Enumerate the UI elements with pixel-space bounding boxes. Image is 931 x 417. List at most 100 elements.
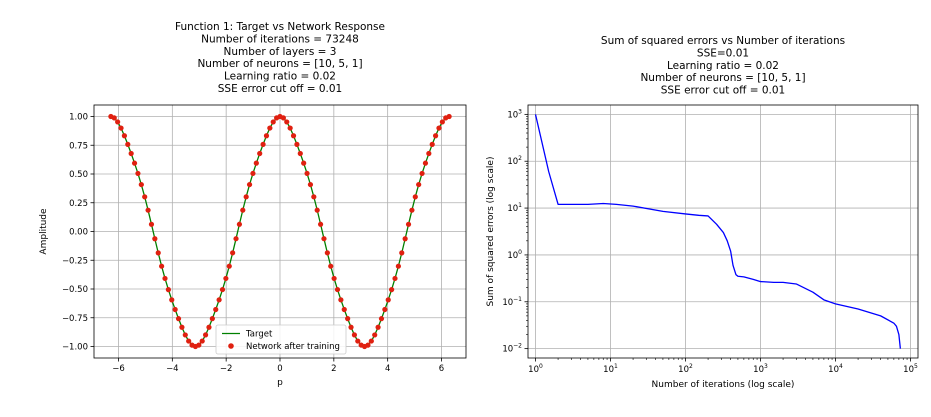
network-point <box>304 170 310 177</box>
chart1-title-line: Learning ratio = 0.02 <box>224 71 336 83</box>
network-point <box>148 221 155 227</box>
network-point <box>250 170 256 177</box>
chart2-y-tick-label: 101 <box>507 202 522 214</box>
network-point <box>416 181 422 188</box>
chart2-ticks: 100 101 102 103 104 105 10−2 10−1 100 101 102 103 <box>502 108 918 375</box>
network-point <box>236 221 243 227</box>
chart2-title-line: SSE=0.01 <box>697 47 749 59</box>
network-point <box>294 141 300 147</box>
chart1-title-line: Number of neurons = [10, 5, 1] <box>197 58 362 70</box>
network-point <box>162 275 168 282</box>
legend-box <box>215 324 347 355</box>
network-point <box>392 275 398 282</box>
network-point <box>267 125 273 131</box>
network-point <box>175 316 182 322</box>
chart2-title-line: Learning ratio = 0.02 <box>667 60 779 72</box>
chart1-x-tick-label: 0 <box>277 364 282 374</box>
network-point <box>365 342 371 348</box>
network-point <box>368 338 374 344</box>
network-point <box>213 306 219 313</box>
chart1-x-tick-label: −4 <box>166 364 179 374</box>
chart2-y-tick-label: 102 <box>507 155 522 167</box>
network-point <box>226 263 232 269</box>
network-point <box>426 150 432 157</box>
network-point <box>311 194 317 200</box>
chart2-x-tick-label: 105 <box>903 363 918 375</box>
chart1-y-tick-label: 0.25 <box>69 199 88 209</box>
chart2-x-tick-label: 103 <box>753 363 768 375</box>
chart1-x-tick-label: −6 <box>112 364 125 374</box>
chart1-x-tick-label: 4 <box>385 364 390 374</box>
chart1-title-line: Function 1: Target vs Network Response <box>175 21 385 33</box>
chart2-x-tick-label: 102 <box>678 363 693 375</box>
chart2-ylabel: Sum of squared errors (log scale) <box>486 157 496 307</box>
network-point <box>155 250 161 256</box>
network-point <box>246 181 253 188</box>
network-point <box>355 338 361 344</box>
network-point <box>402 236 408 242</box>
chart1-x-tick-label: 6 <box>439 364 444 374</box>
network-point <box>378 316 385 322</box>
network-point <box>257 150 263 157</box>
network-point <box>338 297 344 303</box>
chart1-xlabel: p <box>277 378 283 388</box>
network-point <box>345 316 351 322</box>
chart1-x-tick-label: 2 <box>331 364 336 374</box>
network-point <box>186 338 192 344</box>
network-point <box>395 263 401 269</box>
network-point <box>439 119 445 125</box>
chart2-grid <box>528 105 918 358</box>
network-point <box>317 221 324 227</box>
network-point <box>409 207 415 213</box>
chart2-y-tick-label: 10−1 <box>502 296 522 308</box>
chart1-x-tick-label: −2 <box>220 364 233 374</box>
chart1-ylabel: Amplitude <box>39 208 49 255</box>
network-point <box>331 275 337 282</box>
chart1-y-tick-label: −0.25 <box>62 256 88 266</box>
network-point <box>216 297 222 303</box>
chart2-y-tick-label: 100 <box>507 249 522 261</box>
chart1-y-tick-label: −0.75 <box>62 314 88 324</box>
chart1-y-tick-label: −0.50 <box>62 285 88 295</box>
network-point <box>165 286 171 293</box>
network-point <box>260 141 266 147</box>
network-point <box>341 306 347 313</box>
network-point <box>219 286 226 293</box>
network-point <box>159 263 165 269</box>
network-point <box>131 160 138 166</box>
network-point <box>399 250 405 256</box>
chart1-y-tick-label: 0.75 <box>69 141 88 151</box>
network-point <box>382 306 388 313</box>
chart1-title: Function 1: Target vs Network ResponseNu… <box>175 21 385 95</box>
chart1-y-tick-label: 0.00 <box>69 228 88 238</box>
legend-network-swatch <box>228 343 234 349</box>
chart1-y-tick-label: −1.00 <box>62 343 88 353</box>
network-point <box>230 250 236 256</box>
chart1-title-line: Number of iterations = 73248 <box>201 33 359 45</box>
chart1-title-line: Number of layers = 3 <box>224 46 337 58</box>
network-point <box>206 324 212 330</box>
network-point <box>202 332 209 338</box>
chart2-series <box>534 114 902 349</box>
network-point <box>290 133 297 139</box>
chart2-title-line: Sum of squared errors vs Number of itera… <box>601 35 845 47</box>
network-point <box>111 115 117 121</box>
network-point <box>223 275 229 282</box>
chart2-title-line: Number of neurons = [10, 5, 1] <box>640 72 805 84</box>
network-point <box>307 181 314 188</box>
network-point <box>422 160 429 166</box>
chart2-title-line: SSE error cut off = 0.01 <box>661 85 785 97</box>
chart2-y-tick-label: 103 <box>507 108 522 120</box>
chart1-series <box>108 113 452 350</box>
network-point <box>324 250 330 256</box>
network-point <box>118 125 124 131</box>
network-point <box>125 141 131 147</box>
network-point <box>297 150 303 157</box>
chart1-y-tick-label: 0.50 <box>69 170 88 180</box>
network-point <box>142 194 148 200</box>
chart1-ticks: −6 −4 −2 0 2 4 6 1.00 0.75 0.50 0.25 0.00 −0.25 −0.50… <box>62 113 444 375</box>
network-point <box>121 133 128 139</box>
network-point <box>372 332 378 338</box>
network-point <box>419 170 425 177</box>
chart2-x-tick-label: 100 <box>528 363 543 375</box>
